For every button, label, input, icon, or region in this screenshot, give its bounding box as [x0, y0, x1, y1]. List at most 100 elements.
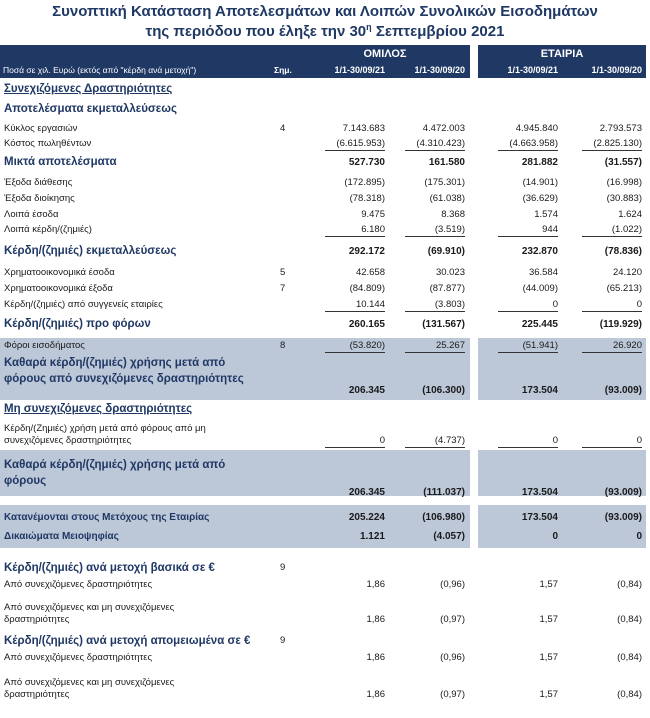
cell-value: 0 [325, 436, 385, 448]
cell-value: (2.825.130) [582, 139, 642, 151]
row-label: Από συνεχιζόμενες δραστηριότητες [4, 652, 153, 663]
row-label: Μη συνεχιζόμενες δραστηριότητες [4, 403, 193, 415]
row-label: φόρους από συνεχιζόμενες δραστηριότητες [4, 373, 244, 385]
shaded-band [0, 505, 470, 548]
row-label: Κέρδη/(ζημιές) εκμεταλλεύσεως [4, 245, 177, 257]
cell-value: (93.009) [604, 487, 642, 498]
cell-value: 4.945.840 [515, 123, 558, 134]
cell-value: (4.057) [433, 531, 465, 542]
superscript: η [366, 22, 372, 32]
cell-value: (84.809) [349, 283, 385, 294]
cell-value: (87.877) [429, 283, 465, 294]
row-label: Κέρδη/(ζημιές) ανά μετοχή απομειωμένα σε… [4, 635, 251, 647]
cell-value: (1.022) [582, 225, 642, 237]
cell-value: 8.368 [441, 209, 465, 220]
cell-value: (111.037) [423, 487, 465, 498]
note-ref: 7 [280, 283, 286, 294]
cell-value: (175.301) [424, 177, 465, 188]
cell-value: (0,97) [440, 614, 465, 625]
cell-value: 1,57 [539, 579, 559, 590]
cell-value: 173.504 [521, 512, 558, 523]
row-label: Δικαιώματα Μειοψηφίας [4, 531, 119, 542]
cell-value: (119.929) [599, 319, 642, 330]
cell-value: 24.120 [612, 267, 642, 278]
cell-value: (51.941) [498, 341, 558, 353]
cell-value: 6.180 [325, 225, 385, 237]
cell-value: 173.504 [521, 385, 558, 396]
cell-value: (53.820) [325, 341, 385, 353]
row-label: Μικτά αποτελέσματα [4, 156, 117, 168]
row-label: Συνεχιζόμενες Δραστηριότητες [4, 83, 173, 95]
cell-value: 1,57 [539, 614, 559, 625]
cell-value: 225.445 [521, 319, 558, 330]
row-label: Κέρδη/(ζημιές) προ φόρων [4, 318, 151, 330]
note-ref: 5 [280, 267, 286, 278]
cell-value: 161.580 [428, 157, 465, 168]
cell-value: (14.901) [522, 177, 558, 188]
cell-value: (4.663.958) [498, 139, 558, 151]
cell-value: (0,84) [617, 614, 642, 625]
cell-value: 1,86 [366, 652, 386, 663]
row-label: Κατανέμονται στους Μετόχους της Εταιρίας [4, 512, 210, 523]
note-ref: 9 [280, 562, 286, 573]
cell-value: 10.144 [325, 300, 385, 312]
cell-value: 205.224 [348, 512, 385, 523]
cell-value: (3.519) [405, 225, 465, 237]
header-bar [478, 45, 646, 78]
note-ref: 8 [280, 340, 286, 351]
cell-value: 25.267 [405, 341, 465, 353]
header-bar [0, 45, 470, 78]
cell-value: (0,84) [617, 652, 642, 663]
period-header: 1/1-30/09/20 [414, 65, 465, 75]
row-label: Λοιπά έσοδα [4, 209, 59, 220]
row-label: Χρηματοοικονομικά έσοδα [4, 267, 115, 278]
cell-value: 206.345 [348, 487, 385, 498]
subtitle: της περιόδου που έληξε την 30η Σεπτεμβρί… [0, 22, 650, 40]
cell-value: 1,86 [366, 614, 386, 625]
cell-value: (0,97) [440, 689, 465, 700]
shaded-band [0, 338, 470, 400]
cell-value: 1.121 [359, 531, 385, 542]
note-header: Σημ. [274, 65, 292, 75]
row-label: Έξοδα διάθεσης [4, 177, 73, 188]
shaded-band [478, 338, 646, 400]
cell-value: 292.172 [348, 246, 385, 257]
cell-value: (4.310.423) [405, 139, 465, 151]
cell-value: 1,57 [539, 652, 559, 663]
cell-value: (78.836) [604, 246, 642, 257]
row-label: Από συνεχιζόμενες δραστηριότητες [4, 579, 153, 590]
cell-value: 0 [582, 300, 642, 312]
cell-value: 0 [498, 300, 558, 312]
subtitle-text: Σεπτεμβρίου 2021 [371, 23, 505, 40]
note-ref: 9 [280, 635, 286, 646]
shaded-band [478, 505, 646, 548]
row-label: φόρους [4, 475, 47, 487]
row-label: Χρηματοοικονομικά έξοδα [4, 283, 113, 294]
row-label: Καθαρά κέρδη/(ζημιές) χρήσης μετά από [4, 357, 226, 369]
cell-value: 1.574 [534, 209, 558, 220]
cell-value: (3.803) [405, 300, 465, 312]
cell-value: (93.009) [604, 512, 642, 523]
cell-value: (131.567) [422, 319, 465, 330]
period-header: 1/1-30/09/20 [591, 65, 642, 75]
note-ref: 4 [280, 123, 286, 134]
cell-value: 0 [636, 531, 642, 542]
cell-value: 1.624 [618, 209, 642, 220]
cell-value: 30.023 [435, 267, 465, 278]
shaded-band [478, 450, 646, 496]
subtitle-text: της περιόδου που έληξε την 30 [145, 23, 367, 40]
row-label: συνεχιζόμενες δραστηριότητες [4, 435, 132, 446]
cell-value: 36.584 [528, 267, 558, 278]
cell-value: (61.038) [429, 193, 465, 204]
row-label: δραστηριότητες [4, 614, 70, 625]
row-label: Κόστος πωληθέντων [4, 138, 92, 149]
period-header: 1/1-30/09/21 [507, 65, 558, 75]
row-label: Καθαρά κέρδη/(ζημιές) χρήσης μετά από [4, 459, 226, 471]
cell-value: 26.920 [582, 341, 642, 353]
cell-value: (6.615.953) [325, 139, 385, 151]
cell-value: (172.895) [344, 177, 385, 188]
shaded-band [0, 450, 470, 496]
cell-value: (93.009) [604, 385, 642, 396]
row-label: Από συνεχιζόμενες και μη συνεχιζόμενες [4, 602, 175, 613]
